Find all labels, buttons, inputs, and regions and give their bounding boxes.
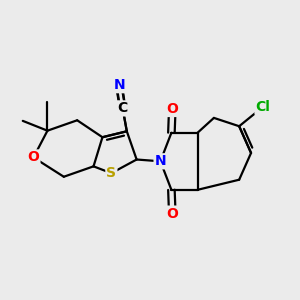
Text: Cl: Cl [256,100,270,114]
Text: O: O [167,207,178,220]
Text: O: O [28,150,39,164]
Text: N: N [154,154,166,168]
Text: N: N [114,78,125,92]
Text: C: C [118,101,128,116]
Text: O: O [167,102,178,116]
Text: S: S [106,166,116,180]
